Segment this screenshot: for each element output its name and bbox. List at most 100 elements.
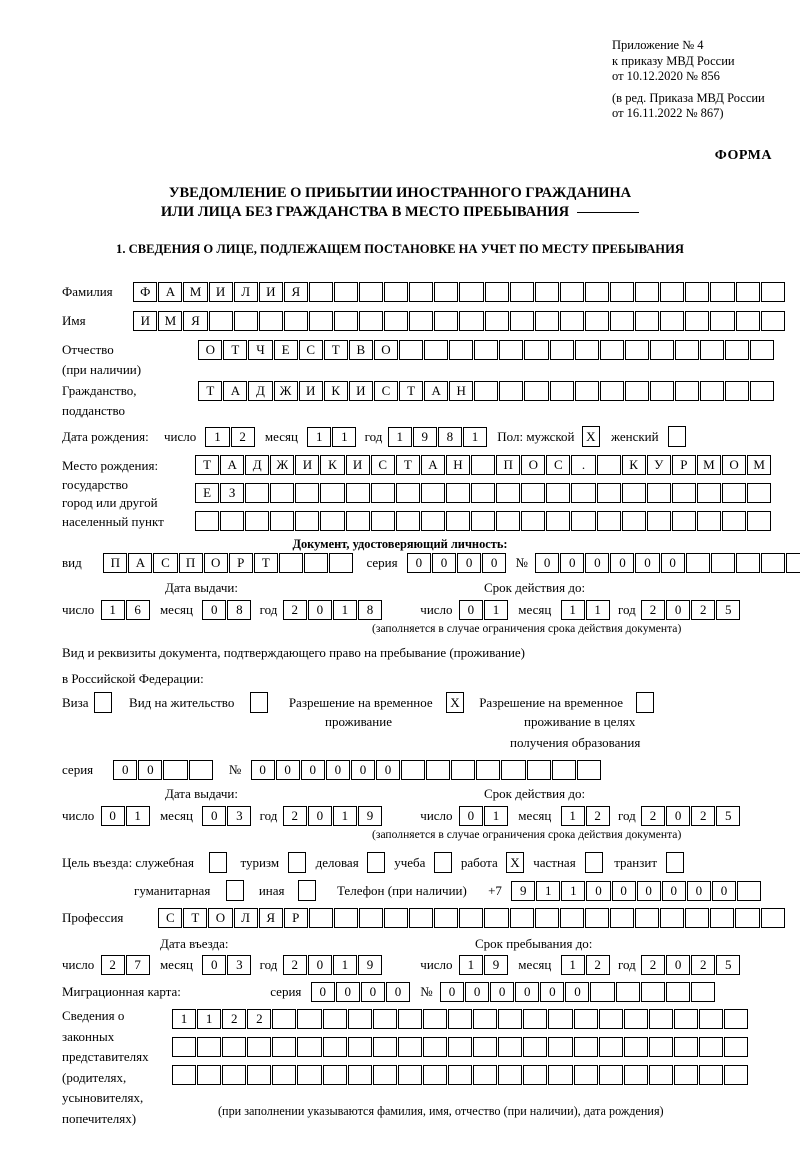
- char-cell[interactable]: [609, 908, 635, 928]
- char-cell[interactable]: Р: [671, 455, 696, 475]
- char-cell[interactable]: [395, 483, 420, 503]
- digit-cell[interactable]: 1: [332, 600, 357, 620]
- char-cell[interactable]: 1: [197, 1009, 222, 1029]
- char-cell[interactable]: Т: [323, 340, 348, 360]
- char-cell[interactable]: Т: [399, 381, 424, 401]
- digit-cell[interactable]: 0: [307, 600, 332, 620]
- char-cell[interactable]: 1: [536, 880, 561, 901]
- char-cell[interactable]: Е: [273, 340, 298, 360]
- char-cell[interactable]: 0: [482, 553, 507, 573]
- digit-cell[interactable]: 0: [307, 806, 332, 826]
- char-cell[interactable]: [549, 381, 574, 401]
- char-cell[interactable]: В: [348, 340, 373, 360]
- char-cell[interactable]: 0: [376, 760, 401, 780]
- char-cell[interactable]: [521, 483, 546, 503]
- char-cell[interactable]: 0: [635, 553, 660, 573]
- char-cell[interactable]: [735, 282, 760, 302]
- char-cell[interactable]: [698, 1065, 724, 1085]
- char-cell[interactable]: [646, 483, 671, 503]
- char-cell[interactable]: [278, 553, 303, 573]
- char-cell[interactable]: [247, 1065, 272, 1085]
- char-cell[interactable]: С: [158, 908, 183, 928]
- char-cell[interactable]: [760, 282, 785, 302]
- char-cell[interactable]: Ф: [133, 282, 158, 302]
- char-cell[interactable]: [501, 760, 526, 780]
- char-cell[interactable]: 0: [138, 760, 163, 780]
- char-cell[interactable]: Я: [258, 908, 283, 928]
- char-cell[interactable]: [197, 1065, 222, 1085]
- digit-cell[interactable]: 0: [202, 600, 227, 620]
- digit-cell[interactable]: 3: [227, 955, 252, 975]
- digit-cell[interactable]: 0: [307, 955, 332, 975]
- char-cell[interactable]: [696, 483, 721, 503]
- char-cell[interactable]: П: [178, 553, 203, 573]
- char-cell[interactable]: [786, 553, 800, 573]
- digit-cell[interactable]: 1: [332, 806, 357, 826]
- char-cell[interactable]: [571, 511, 596, 531]
- char-cell[interactable]: .: [571, 455, 596, 475]
- char-cell[interactable]: Р: [228, 553, 253, 573]
- char-cell[interactable]: [359, 282, 384, 302]
- char-cell[interactable]: М: [158, 311, 183, 331]
- char-cell[interactable]: С: [153, 553, 178, 573]
- char-cell[interactable]: [372, 1065, 397, 1085]
- char-cell[interactable]: И: [348, 381, 373, 401]
- digit-cell[interactable]: 1: [332, 955, 357, 975]
- sex-female-checkbox[interactable]: [667, 426, 686, 447]
- char-cell[interactable]: [623, 1037, 648, 1057]
- char-cell[interactable]: 1: [172, 1009, 197, 1029]
- char-cell[interactable]: О: [721, 455, 747, 475]
- char-cell[interactable]: [685, 311, 710, 331]
- digit-cell[interactable]: 2: [640, 600, 666, 620]
- char-cell[interactable]: 2: [222, 1009, 247, 1029]
- char-cell[interactable]: [345, 483, 370, 503]
- char-cell[interactable]: [283, 311, 308, 331]
- digit-cell[interactable]: 1: [462, 426, 488, 447]
- char-cell[interactable]: [685, 553, 710, 573]
- char-cell[interactable]: [760, 908, 785, 928]
- digit-cell[interactable]: 2: [230, 426, 255, 447]
- char-cell[interactable]: [610, 311, 635, 331]
- digit-cell[interactable]: 0: [666, 806, 691, 826]
- char-cell[interactable]: Я: [183, 311, 208, 331]
- char-cell[interactable]: [623, 1065, 648, 1085]
- char-cell[interactable]: [295, 483, 320, 503]
- char-cell[interactable]: 0: [565, 982, 590, 1002]
- char-cell[interactable]: [188, 760, 213, 780]
- residence-permit-checkbox[interactable]: [249, 692, 268, 713]
- char-cell[interactable]: [646, 511, 671, 531]
- char-cell[interactable]: [345, 511, 370, 531]
- char-cell[interactable]: [449, 340, 474, 360]
- char-cell[interactable]: [574, 381, 599, 401]
- char-cell[interactable]: [172, 1065, 197, 1085]
- char-cell[interactable]: Д: [248, 381, 273, 401]
- char-cell[interactable]: 0: [660, 553, 685, 573]
- char-cell[interactable]: [635, 282, 660, 302]
- char-cell[interactable]: [308, 282, 333, 302]
- char-cell[interactable]: [574, 340, 599, 360]
- char-cell[interactable]: [698, 1009, 724, 1029]
- char-cell[interactable]: М: [696, 455, 721, 475]
- char-cell[interactable]: [747, 483, 772, 503]
- char-cell[interactable]: [308, 311, 333, 331]
- char-cell[interactable]: [534, 282, 559, 302]
- digit-cell[interactable]: 2: [585, 955, 610, 975]
- char-cell[interactable]: 0: [586, 880, 611, 901]
- char-cell[interactable]: Р: [283, 908, 308, 928]
- char-cell[interactable]: [397, 1009, 422, 1029]
- digit-cell[interactable]: 2: [691, 955, 716, 975]
- char-cell[interactable]: [222, 1065, 247, 1085]
- char-cell[interactable]: [673, 1009, 698, 1029]
- char-cell[interactable]: [710, 553, 735, 573]
- char-cell[interactable]: [172, 1037, 197, 1057]
- char-cell[interactable]: [576, 760, 601, 780]
- char-cell[interactable]: [648, 1037, 673, 1057]
- char-cell[interactable]: Л: [233, 282, 258, 302]
